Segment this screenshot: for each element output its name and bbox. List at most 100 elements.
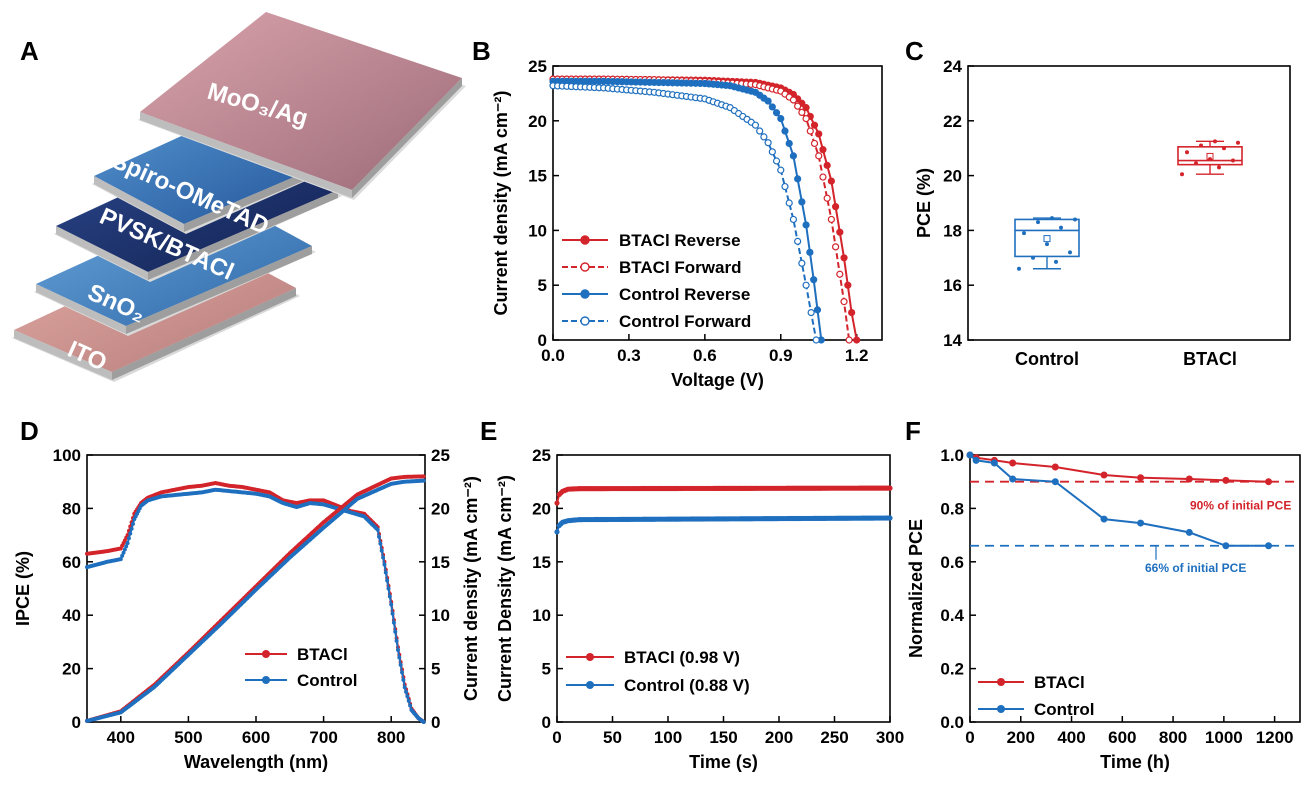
jv-point bbox=[823, 161, 831, 169]
reference-label: 66% of initial PCE bbox=[1145, 561, 1246, 575]
x-tick-label-d: 700 bbox=[309, 728, 337, 747]
y-axis-label-d: IPCE (%) bbox=[13, 551, 33, 626]
legend-marker bbox=[580, 289, 590, 299]
ipce-point bbox=[387, 594, 392, 599]
box-point bbox=[1050, 216, 1054, 221]
legend-label: Control bbox=[1034, 700, 1094, 719]
jv-point bbox=[845, 336, 853, 344]
box-point bbox=[1199, 143, 1203, 148]
legend-marker bbox=[580, 235, 590, 245]
x-axis-label-d: Wavelength (nm) bbox=[184, 752, 328, 772]
panel-letter-e: E bbox=[480, 416, 497, 446]
x-tick-label-e: 250 bbox=[820, 728, 848, 747]
ipce-point bbox=[401, 677, 406, 682]
y-tick-label-b: 5 bbox=[538, 276, 547, 295]
legend-marker bbox=[586, 653, 594, 661]
legend-label: BTACl Forward bbox=[619, 258, 741, 277]
ipce-point bbox=[379, 548, 384, 553]
ipce-point bbox=[395, 647, 400, 652]
box-point bbox=[1031, 255, 1035, 260]
x-tick-label-f: 1000 bbox=[1205, 728, 1243, 747]
jv-point bbox=[785, 199, 793, 207]
jv-point bbox=[789, 215, 798, 224]
x-category-label: Control bbox=[1015, 349, 1079, 369]
y-tick-label-f: 0.2 bbox=[940, 660, 964, 679]
ipce-point bbox=[421, 474, 426, 479]
ipce-point bbox=[397, 655, 402, 660]
stability-point bbox=[1265, 478, 1273, 486]
y-right-tick-label-d: 20 bbox=[431, 499, 450, 518]
jv-point bbox=[785, 139, 793, 148]
ipce-point bbox=[382, 562, 387, 567]
pce-box-chart: 14 16 18 20 22 24 PCE (%) Control BTACl bbox=[914, 57, 1291, 369]
stability-point bbox=[1137, 474, 1145, 482]
steady-point bbox=[887, 515, 893, 521]
box-point bbox=[1208, 157, 1212, 162]
stability-point bbox=[1100, 471, 1108, 479]
legend-label: Control Forward bbox=[619, 312, 751, 331]
legend-label: Control bbox=[297, 671, 357, 690]
box-point bbox=[1213, 139, 1217, 144]
stability-point bbox=[1051, 463, 1059, 471]
y-right-tick-label-d: 15 bbox=[431, 553, 450, 572]
jv-point bbox=[810, 139, 819, 148]
x-tick-label-e: 150 bbox=[709, 728, 737, 747]
jv-point bbox=[810, 276, 818, 284]
y-tick-label-e: 20 bbox=[532, 499, 551, 518]
steady-point bbox=[554, 500, 560, 506]
x-tick-label-e: 300 bbox=[876, 728, 904, 747]
stability-point bbox=[1185, 528, 1193, 536]
ipce-point bbox=[398, 662, 403, 667]
stability-point bbox=[972, 456, 980, 464]
x-tick-label-e: 0 bbox=[552, 728, 561, 747]
legend-label: Control (0.88 V) bbox=[624, 676, 750, 695]
y-tick-label-c: 14 bbox=[943, 331, 962, 350]
y-tick-label-d: 0 bbox=[72, 713, 81, 732]
legend-marker bbox=[580, 262, 590, 272]
ipce-point bbox=[122, 547, 127, 552]
ipce-point bbox=[405, 694, 410, 699]
jv-point bbox=[853, 336, 861, 344]
device-stack: ITO SnO₂ PVSK/BTACl Spiro-OMeTAD bbox=[12, 12, 466, 382]
x-category-label: BTACl bbox=[1183, 349, 1237, 369]
jv-point bbox=[813, 306, 822, 314]
layer-moo3-ag: MoO₃/Ag bbox=[138, 12, 466, 200]
ipce-point bbox=[385, 578, 390, 583]
panel-letter-d: D bbox=[20, 416, 39, 446]
jv-point bbox=[781, 127, 789, 135]
ipce-point bbox=[406, 698, 411, 703]
y-right-axis-label-d: Current density (mA cm⁻²) bbox=[461, 476, 481, 701]
y-tick-label-e: 25 bbox=[532, 446, 551, 465]
jv-point bbox=[768, 148, 776, 156]
x-tick-label-f: 0 bbox=[965, 728, 974, 747]
y-tick-label-f: 0.0 bbox=[940, 713, 964, 732]
ipce-point bbox=[421, 478, 426, 483]
jv-point bbox=[840, 254, 848, 262]
jv-point bbox=[794, 102, 802, 110]
y-tick-label-e: 0 bbox=[542, 713, 551, 732]
jv-point bbox=[768, 103, 776, 111]
plot-frame-c bbox=[967, 65, 1291, 341]
jv-point bbox=[827, 177, 835, 185]
ipce-point bbox=[391, 620, 396, 625]
ipce-point bbox=[124, 544, 129, 549]
jv-point bbox=[810, 121, 819, 129]
x-tick-label-f: 800 bbox=[1159, 728, 1187, 747]
box-point bbox=[1073, 217, 1077, 222]
ipce-point bbox=[386, 586, 391, 591]
x-tick-label-b: 0.6 bbox=[693, 346, 717, 365]
y-tick-label-e: 5 bbox=[542, 660, 551, 679]
y-right-tick-label-d: 0 bbox=[431, 713, 440, 732]
jv-point bbox=[789, 96, 798, 104]
jv-point bbox=[781, 182, 789, 191]
y-axis-label-b: Current density (mA cm⁻²) bbox=[491, 91, 511, 316]
ipce-curve-0 bbox=[86, 481, 425, 723]
legend-label: BTACl bbox=[297, 645, 348, 664]
legend-marker bbox=[262, 676, 270, 684]
y-tick-label-b: 20 bbox=[528, 112, 547, 131]
stability-curve-0 bbox=[969, 454, 1269, 483]
ipce-point bbox=[402, 685, 407, 690]
box-point bbox=[1036, 220, 1040, 225]
stability-point bbox=[1222, 542, 1230, 550]
jv-point bbox=[802, 221, 810, 229]
